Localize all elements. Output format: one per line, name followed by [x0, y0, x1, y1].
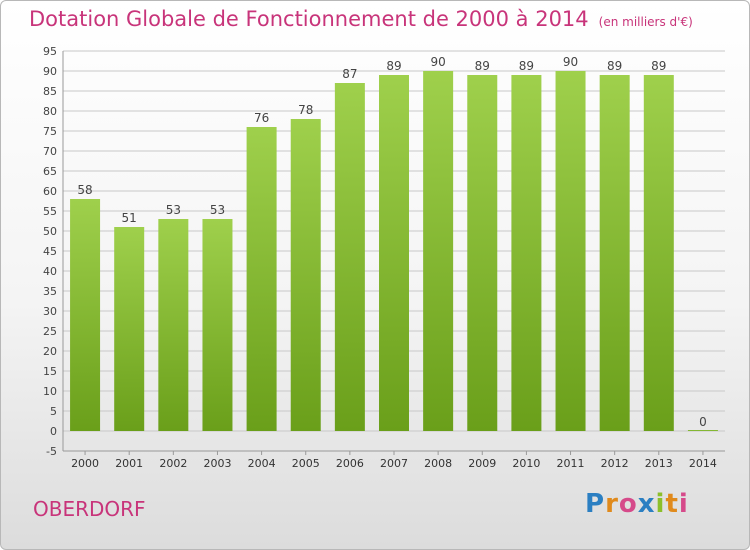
bar	[334, 83, 365, 431]
bar	[202, 219, 233, 431]
bar-value-label: 89	[519, 59, 534, 73]
x-tick-label: 2013	[645, 457, 673, 470]
y-tick-label: -5	[46, 445, 57, 458]
title-text: Dotation Globale de Fonctionnement de 20…	[29, 7, 589, 31]
y-tick-label: 55	[43, 205, 57, 218]
x-tick-label: 2010	[512, 457, 540, 470]
logo-letter: i	[678, 489, 689, 519]
bar-value-label: 89	[386, 59, 401, 73]
y-tick-label: 45	[43, 245, 57, 258]
y-tick-label: 35	[43, 285, 57, 298]
logo-letter: o	[618, 489, 638, 519]
y-tick-label: 80	[43, 105, 57, 118]
bar-value-label: 89	[607, 59, 622, 73]
y-tick-label: 60	[43, 185, 57, 198]
x-tick-label: 2004	[248, 457, 276, 470]
bar	[290, 119, 321, 431]
logo-letter: t	[665, 489, 679, 519]
bar-value-label: 53	[210, 203, 225, 217]
logo-letter: i	[655, 489, 666, 519]
y-tick-label: 50	[43, 225, 57, 238]
y-tick-label: 20	[43, 345, 57, 358]
x-tick-label: 2012	[601, 457, 629, 470]
bar-value-label: 89	[475, 59, 490, 73]
logo-letter: x	[637, 489, 656, 519]
x-tick-label: 2011	[557, 457, 585, 470]
y-tick-label: 10	[43, 385, 57, 398]
logo-letter: P	[585, 489, 606, 519]
y-tick-label: 65	[43, 165, 57, 178]
bar	[70, 199, 101, 431]
y-tick-label: 0	[50, 425, 57, 438]
bar-value-label: 78	[298, 103, 313, 117]
bar-value-label: 87	[342, 67, 357, 81]
bar-value-label: 90	[563, 55, 578, 69]
y-tick-label: 15	[43, 365, 57, 378]
y-tick-label: 25	[43, 325, 57, 338]
x-tick-label: 2005	[292, 457, 320, 470]
x-tick-label: 2007	[380, 457, 408, 470]
bar	[511, 75, 542, 431]
bar	[687, 430, 718, 431]
x-tick-label: 2006	[336, 457, 364, 470]
place-name: OBERDORF	[33, 497, 146, 521]
bar-value-label: 0	[699, 415, 707, 429]
bar-value-label: 90	[430, 55, 445, 69]
y-tick-label: 5	[50, 405, 57, 418]
bar-value-label: 58	[77, 183, 92, 197]
x-tick-label: 2000	[71, 457, 99, 470]
logo-letter: r	[605, 489, 619, 519]
y-tick-label: 40	[43, 265, 57, 278]
bar	[643, 75, 674, 431]
x-tick-label: 2002	[159, 457, 187, 470]
y-tick-label: 95	[43, 45, 57, 58]
x-tick-label: 2003	[203, 457, 231, 470]
bar	[114, 227, 145, 431]
bar	[599, 75, 630, 431]
bar-value-label: 76	[254, 111, 269, 125]
y-tick-label: 90	[43, 65, 57, 78]
y-tick-label: 70	[43, 145, 57, 158]
bar	[379, 75, 409, 431]
y-tick-label: 75	[43, 125, 57, 138]
bar-value-label: 89	[651, 59, 666, 73]
x-tick-label: 2001	[115, 457, 143, 470]
bar	[423, 71, 454, 431]
x-tick-label: 2008	[424, 457, 452, 470]
x-tick-label: 2009	[468, 457, 496, 470]
chart-subtitle: (en milliers d'€)	[598, 15, 693, 29]
bar-value-label: 53	[166, 203, 181, 217]
bar	[246, 127, 277, 431]
x-tick-label: 2014	[689, 457, 717, 470]
bar	[158, 219, 189, 431]
bar	[467, 75, 498, 431]
chart-title: Dotation Globale de Fonctionnement de 20…	[29, 7, 693, 31]
bar	[555, 71, 586, 431]
y-tick-label: 30	[43, 305, 57, 318]
bar-value-label: 51	[122, 211, 137, 225]
proxiti-logo: Proxiti	[585, 489, 689, 519]
y-tick-label: 85	[43, 85, 57, 98]
